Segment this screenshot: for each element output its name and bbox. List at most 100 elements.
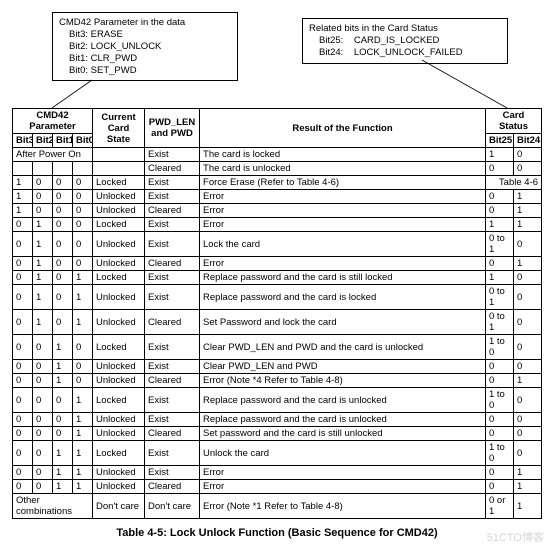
table-row: 0100UnlockedClearedError01 <box>13 257 542 271</box>
table-cell: Lock the card <box>200 232 486 257</box>
table-cell: 0 <box>53 204 73 218</box>
watermark: 51CTO博客 <box>487 529 544 545</box>
table-row: 0010LockedExistClear PWD_LEN and PWD and… <box>13 335 542 360</box>
table-cell: Locked <box>93 388 145 413</box>
table-cell: 0 <box>13 285 33 310</box>
table-cell: 1 <box>33 257 53 271</box>
table-cell <box>13 162 33 176</box>
table-cell: 0 <box>485 257 513 271</box>
table-cell: 0 to 1 <box>485 285 513 310</box>
table-row: 0101UnlockedClearedSet Password and lock… <box>13 310 542 335</box>
table-cell: Unlocked <box>93 360 145 374</box>
table-cell: Replace password and the card is still l… <box>200 271 486 285</box>
table-cell: 0 <box>53 310 73 335</box>
table-cell: 0 <box>53 257 73 271</box>
table-cell: 0 <box>53 413 73 427</box>
table-cell: Cleared <box>145 427 200 441</box>
table-cell: 1 <box>33 285 53 310</box>
table-cell: Exist <box>145 466 200 480</box>
table-cell <box>93 148 145 162</box>
table-cell: 0 <box>33 466 53 480</box>
table-cell: Error (Note *4 Refer to Table 4-8) <box>200 374 486 388</box>
table-cell: 0 <box>485 190 513 204</box>
table-cell: 0 <box>513 310 541 335</box>
callout-cmd42-l1: Bit3: ERASE <box>59 29 231 41</box>
table-cell: Locked <box>93 441 145 466</box>
table-cell: Exist <box>145 388 200 413</box>
table-cell: 1 <box>513 204 541 218</box>
table-cell: Locked <box>93 176 145 190</box>
table-cell: Unlocked <box>93 427 145 441</box>
table-cell: 0 <box>73 374 93 388</box>
table-cell: Unlocked <box>93 257 145 271</box>
table-cell: Exist <box>145 360 200 374</box>
table-cell <box>53 162 73 176</box>
table-cell: Exist <box>145 441 200 466</box>
table-cell: Cleared <box>145 480 200 494</box>
table-cell: 1 <box>73 441 93 466</box>
table-cell: Exist <box>145 335 200 360</box>
table-cell: 0 <box>53 388 73 413</box>
table-cell: 0 <box>73 360 93 374</box>
lock-unlock-table: CMD42 Parameter Current Card State PWD_L… <box>12 108 542 519</box>
table-cell: 0 <box>13 218 33 232</box>
table-cell: 1 <box>73 466 93 480</box>
table-cell: Exist <box>145 190 200 204</box>
table-cell: 0 <box>33 360 53 374</box>
table-cell: 0 <box>13 360 33 374</box>
table-cell: 0 <box>13 374 33 388</box>
table-cell: 1 <box>513 494 541 519</box>
table-cell: 0 <box>33 374 53 388</box>
table-cell: 1 <box>33 232 53 257</box>
table-row: 0101LockedExistReplace password and the … <box>13 271 542 285</box>
table-row: 0100UnlockedExistLock the card0 to 10 <box>13 232 542 257</box>
table-cell: 0 <box>13 310 33 335</box>
table-cell: Unlocked <box>93 374 145 388</box>
callout-cardstatus-l2: Bit24: LOCK_UNLOCK_FAILED <box>309 47 501 59</box>
hdr-bit25: Bit25 <box>485 134 513 148</box>
table-cell: 0 <box>13 466 33 480</box>
table-cell: Locked <box>93 335 145 360</box>
table-cell: 0 to 1 <box>485 232 513 257</box>
table-head: CMD42 Parameter Current Card State PWD_L… <box>13 109 542 148</box>
table-cell: 1 <box>485 271 513 285</box>
table-cell: 1 <box>13 176 33 190</box>
table-cell: 1 <box>73 285 93 310</box>
table-cell: 0 <box>13 271 33 285</box>
table-cell: Unlocked <box>93 480 145 494</box>
table-cell: 1 <box>53 335 73 360</box>
table-cell: 0 <box>73 176 93 190</box>
table-cell: 0 <box>53 427 73 441</box>
table-cell: 1 <box>13 190 33 204</box>
table-cell: 1 <box>73 427 93 441</box>
table-cell: 0 to 1 <box>485 310 513 335</box>
table-row: 0001UnlockedExistReplace password and th… <box>13 413 542 427</box>
table-cell: 0 <box>53 218 73 232</box>
table-cell: 0 <box>513 427 541 441</box>
table-cell: Cleared <box>145 257 200 271</box>
table-cell: 0 <box>485 162 513 176</box>
table-cell: 0 <box>485 204 513 218</box>
table-cell: 0 <box>485 413 513 427</box>
table-cell: 0 <box>485 466 513 480</box>
table-cell: Exist <box>145 271 200 285</box>
table-row: 0010UnlockedExistClear PWD_LEN and PWD00 <box>13 360 542 374</box>
callout-cardstatus-l1: Bit25: CARD_IS_LOCKED <box>309 35 501 47</box>
table-cell: 0 <box>13 427 33 441</box>
table-cell: 0 <box>53 190 73 204</box>
hdr-cardstatus: Card Status <box>485 109 541 134</box>
callout-cmd42-l2: Bit2: LOCK_UNLOCK <box>59 41 231 53</box>
table-cell: 1 <box>513 466 541 480</box>
table-cell: Replace password and the card is unlocke… <box>200 388 486 413</box>
table-cell: 0 <box>73 257 93 271</box>
table-cell: 0 <box>73 232 93 257</box>
table-cell: 1 to 0 <box>485 441 513 466</box>
table-cell: 1 <box>513 480 541 494</box>
table-caption: Table 4-5: Lock Unlock Function (Basic S… <box>12 527 542 539</box>
table-cell: 1 <box>33 271 53 285</box>
hdr-bit24: Bit24 <box>513 134 541 148</box>
table-cell: 1 <box>513 374 541 388</box>
table-cell: The card is locked <box>200 148 486 162</box>
table-cell: Set password and the card is still unloc… <box>200 427 486 441</box>
table-row: 0011LockedExistUnlock the card1 to 00 <box>13 441 542 466</box>
